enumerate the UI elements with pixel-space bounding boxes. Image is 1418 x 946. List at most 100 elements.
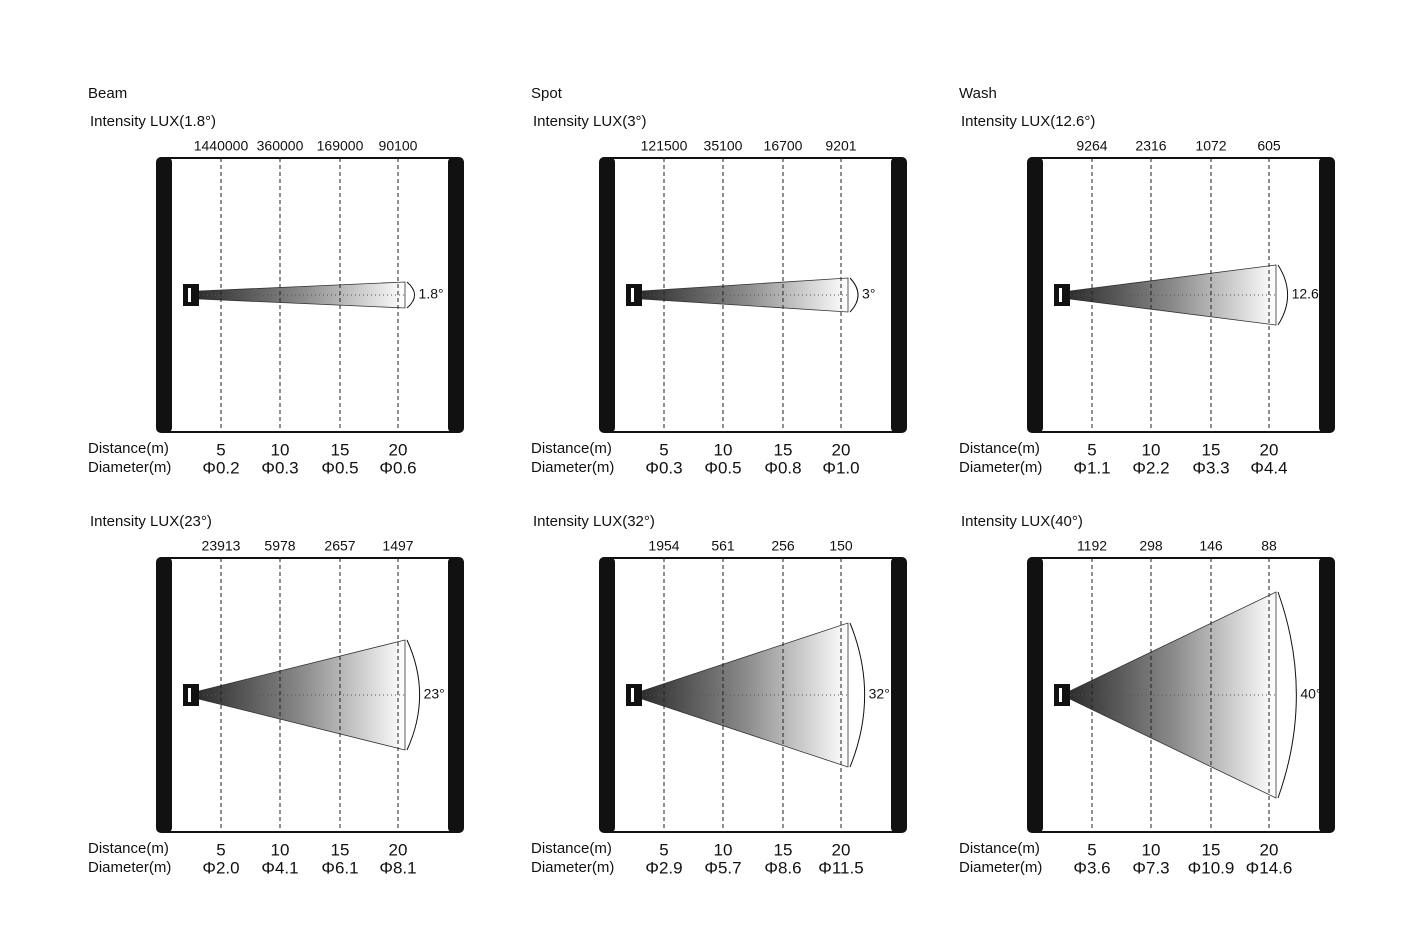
distance-value: 5 — [1087, 440, 1096, 459]
panel-heading: Spot — [531, 85, 563, 102]
diameter-value: Φ1.0 — [822, 458, 859, 477]
angle-label: 1.8° — [419, 286, 444, 302]
distance-value: 5 — [659, 440, 668, 459]
intensity-label: Intensity LUX(32°) — [533, 513, 655, 530]
distance-value: 10 — [1142, 440, 1161, 459]
intensity-label: Intensity LUX(23°) — [90, 513, 212, 530]
intensity-value: 16700 — [764, 138, 803, 154]
intensity-value: 150 — [829, 538, 853, 554]
diameter-value: Φ0.3 — [645, 458, 682, 477]
intensity-value: 1072 — [1195, 138, 1226, 154]
diameter-value: Φ3.3 — [1192, 458, 1229, 477]
distance-label: Distance(m) — [959, 840, 1040, 857]
diameter-value: Φ2.9 — [645, 858, 682, 877]
intensity-value: 298 — [1139, 538, 1163, 554]
angle-label: 3° — [862, 286, 875, 302]
distance-value: 5 — [1087, 840, 1096, 859]
left-bar — [600, 558, 615, 832]
diameter-value: Φ0.5 — [321, 458, 358, 477]
left-bar — [600, 158, 615, 432]
intensity-value: 2657 — [324, 538, 355, 554]
diameter-label: Diameter(m) — [959, 859, 1042, 876]
distance-label: Distance(m) — [959, 440, 1040, 457]
diameter-value: Φ5.7 — [704, 858, 741, 877]
fixture-gap — [1059, 688, 1062, 702]
diameter-label: Diameter(m) — [88, 859, 171, 876]
intensity-label: Intensity LUX(12.6°) — [961, 113, 1095, 130]
intensity-value: 35100 — [704, 138, 743, 154]
intensity-value: 561 — [711, 538, 735, 554]
panel-heading: Wash — [959, 85, 997, 102]
distance-value: 20 — [832, 440, 851, 459]
intensity-value: 1192 — [1077, 538, 1107, 554]
distance-value: 20 — [1260, 840, 1279, 859]
fixture-gap — [188, 688, 191, 702]
diameter-value: Φ2.2 — [1132, 458, 1169, 477]
diameter-value: Φ0.2 — [202, 458, 239, 477]
intensity-value: 23913 — [202, 538, 241, 554]
right-bar — [1319, 558, 1334, 832]
distance-value: 15 — [774, 440, 793, 459]
intensity-label: Intensity LUX(3°) — [533, 113, 647, 130]
diameter-value: Φ7.3 — [1132, 858, 1169, 877]
beam-cone — [198, 281, 406, 309]
distance-value: 5 — [659, 840, 668, 859]
distance-value: 20 — [389, 840, 408, 859]
intensity-value: 88 — [1261, 538, 1277, 554]
distance-label: Distance(m) — [531, 840, 612, 857]
distance-value: 15 — [331, 840, 350, 859]
angle-label: 40° — [1300, 686, 1321, 702]
angle-arc — [406, 281, 416, 309]
intensity-value: 605 — [1257, 138, 1281, 154]
distance-value: 20 — [832, 840, 851, 859]
distance-value: 15 — [1202, 840, 1221, 859]
distance-value: 10 — [714, 840, 733, 859]
angle-label: 12.6° — [1292, 286, 1325, 302]
intensity-value: 9264 — [1076, 138, 1107, 154]
intensity-value: 256 — [771, 538, 795, 554]
distance-value: 20 — [389, 440, 408, 459]
left-bar — [1028, 558, 1043, 832]
left-bar — [1028, 158, 1043, 432]
distance-label: Distance(m) — [88, 840, 169, 857]
intensity-value: 2316 — [1135, 138, 1166, 154]
diameter-value: Φ2.0 — [202, 858, 239, 877]
distance-value: 15 — [331, 440, 350, 459]
distance-value: 5 — [216, 440, 225, 459]
diameter-label: Diameter(m) — [88, 459, 171, 476]
intensity-value: 9201 — [825, 138, 856, 154]
angle-arc — [406, 639, 420, 751]
beam-cone — [1069, 591, 1277, 799]
angle-arc — [849, 277, 859, 313]
diameter-value: Φ4.1 — [261, 858, 298, 877]
distance-value: 10 — [271, 840, 290, 859]
distance-value: 20 — [1260, 440, 1279, 459]
beam-cone — [198, 639, 406, 751]
diameter-value: Φ14.6 — [1246, 858, 1293, 877]
fixture-gap — [631, 688, 634, 702]
fixture-gap — [631, 288, 634, 302]
right-bar — [891, 558, 906, 832]
beam-cone — [641, 622, 849, 768]
diameter-value: Φ0.5 — [704, 458, 741, 477]
diameter-value: Φ6.1 — [321, 858, 358, 877]
diameter-value: Φ3.6 — [1073, 858, 1110, 877]
angle-label: 32° — [869, 686, 890, 702]
distance-value: 10 — [271, 440, 290, 459]
left-bar — [157, 158, 172, 432]
angle-label: 23° — [424, 686, 445, 702]
intensity-value: 360000 — [257, 138, 304, 154]
intensity-value: 90100 — [379, 138, 418, 154]
intensity-value: 5978 — [264, 538, 295, 554]
diameter-value: Φ8.1 — [379, 858, 416, 877]
diameter-value: Φ1.1 — [1073, 458, 1110, 477]
distance-value: 5 — [216, 840, 225, 859]
right-bar — [891, 158, 906, 432]
diameter-label: Diameter(m) — [531, 859, 614, 876]
diameter-label: Diameter(m) — [531, 459, 614, 476]
distance-value: 10 — [1142, 840, 1161, 859]
intensity-label: Intensity LUX(40°) — [961, 513, 1083, 530]
left-bar — [157, 558, 172, 832]
angle-arc — [849, 622, 866, 768]
